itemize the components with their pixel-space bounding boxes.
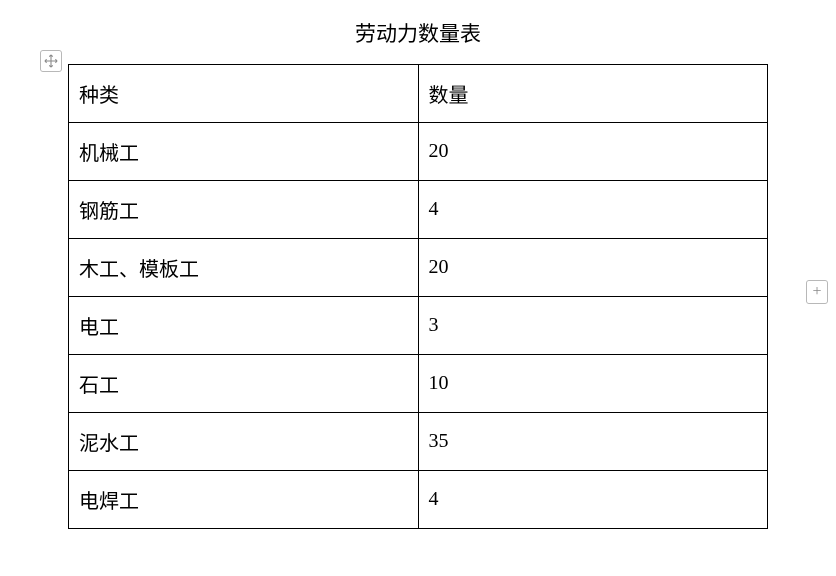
table-row: 钢筋工 4 — [69, 181, 768, 239]
table-title: 劳动力数量表 — [0, 18, 836, 48]
table-move-handle[interactable] — [40, 50, 62, 72]
cell-count: 4 — [418, 181, 767, 239]
table-row: 电工 3 — [69, 297, 768, 355]
cell-type: 电焊工 — [69, 471, 419, 529]
header-count: 数量 — [418, 65, 767, 123]
table-row: 木工、模板工 20 — [69, 239, 768, 297]
header-type: 种类 — [69, 65, 419, 123]
cell-type: 电工 — [69, 297, 419, 355]
plus-icon: + — [812, 284, 821, 300]
workforce-table: 种类 数量 机械工 20 钢筋工 4 木工、模板工 20 电工 3 石工 10 — [68, 64, 768, 529]
cell-count: 35 — [418, 413, 767, 471]
table-row: 机械工 20 — [69, 123, 768, 181]
table-header-row: 种类 数量 — [69, 65, 768, 123]
cell-type: 石工 — [69, 355, 419, 413]
page-container: + 劳动力数量表 种类 数量 机械工 20 钢筋工 4 木工、模板工 20 电工… — [0, 0, 836, 576]
table-row: 电焊工 4 — [69, 471, 768, 529]
cell-type: 木工、模板工 — [69, 239, 419, 297]
cell-count: 3 — [418, 297, 767, 355]
table-row: 石工 10 — [69, 355, 768, 413]
table-add-column-handle[interactable]: + — [806, 280, 828, 304]
cell-count: 20 — [418, 123, 767, 181]
cell-count: 4 — [418, 471, 767, 529]
table-row: 泥水工 35 — [69, 413, 768, 471]
cell-type: 钢筋工 — [69, 181, 419, 239]
cell-type: 泥水工 — [69, 413, 419, 471]
cell-count: 10 — [418, 355, 767, 413]
cell-count: 20 — [418, 239, 767, 297]
move-icon — [44, 54, 58, 68]
cell-type: 机械工 — [69, 123, 419, 181]
table-wrapper: 种类 数量 机械工 20 钢筋工 4 木工、模板工 20 电工 3 石工 10 — [68, 64, 768, 529]
